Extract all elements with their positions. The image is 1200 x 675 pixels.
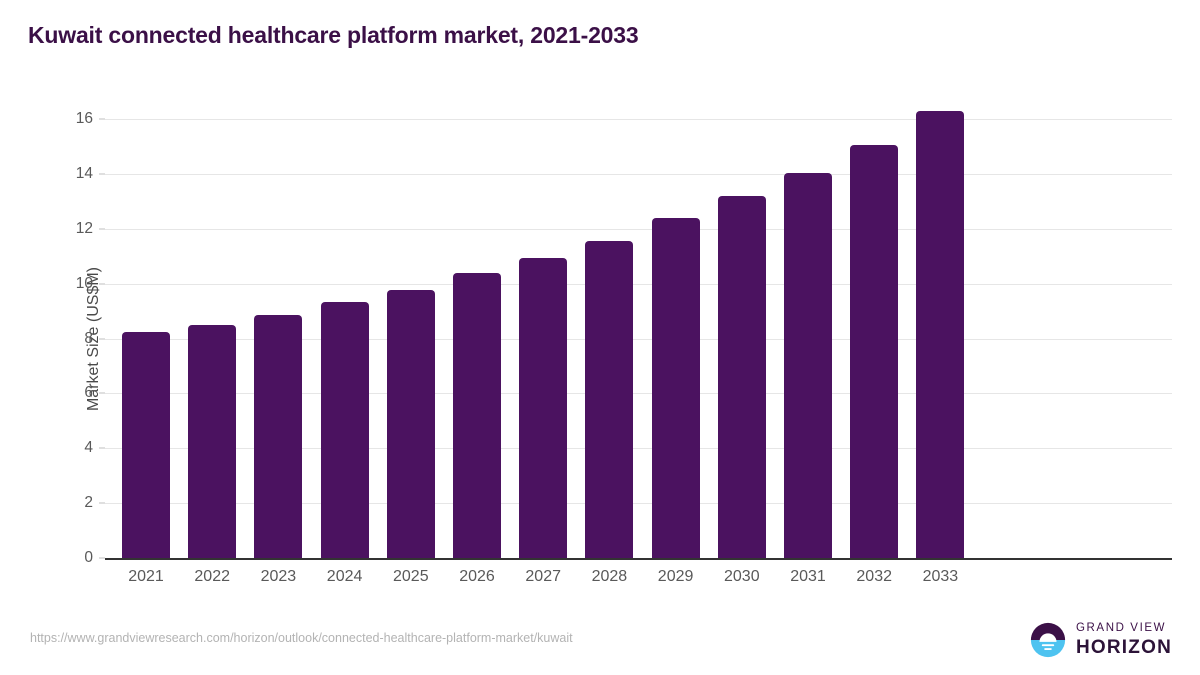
x-axis-tick-label: 2023 <box>260 568 297 585</box>
y-axis-tick-label: 14 <box>75 164 93 182</box>
y-axis-tick-label: 4 <box>84 439 93 457</box>
y-axis-tick-mark <box>99 338 105 339</box>
y-axis-tick-mark <box>99 392 105 394</box>
y-axis-tick-mark <box>99 557 105 559</box>
bar[interactable] <box>784 172 832 558</box>
y-axis-tick-label: 6 <box>84 384 93 402</box>
y-axis-tick-label: 0 <box>84 549 93 566</box>
bar[interactable] <box>916 110 965 558</box>
x-axis-tick-label: 2027 <box>525 568 561 585</box>
plot-area: 0 2 4 6 8 10 12 14 16 <box>76 100 1172 566</box>
y-axis-tick-mark <box>99 228 105 230</box>
bar[interactable] <box>188 324 237 558</box>
bar[interactable] <box>320 301 369 558</box>
logo-wordmark: GRAND VIEW HORIZON <box>1076 623 1172 657</box>
source-url[interactable]: https://www.grandviewresearch.com/horizo… <box>30 631 573 645</box>
y-axis-tick-mark <box>99 283 105 285</box>
bar[interactable] <box>122 332 170 558</box>
x-axis-tick-label: 2024 <box>326 568 363 585</box>
x-axis-tick-label: 2026 <box>459 568 495 585</box>
x-axis-tick-label: 2025 <box>393 568 429 585</box>
gridline <box>105 448 1172 450</box>
gridline <box>105 228 1172 230</box>
gridline <box>105 393 1172 395</box>
page-title: Kuwait connected healthcare platform mar… <box>28 22 639 48</box>
x-axis-tick-label: 2030 <box>724 568 760 585</box>
bar[interactable] <box>717 196 766 558</box>
bar[interactable] <box>850 144 899 558</box>
logo-line-2: HORIZON <box>1075 636 1172 658</box>
gridlines <box>105 100 1172 560</box>
logo-line-1: GRAND VIEW <box>1075 622 1167 635</box>
y-axis-tick-mark <box>99 118 105 120</box>
x-axis-tick-label: 2032 <box>856 568 892 585</box>
bar-series <box>105 100 1172 558</box>
grand-view-horizon-logo-icon <box>1030 622 1066 658</box>
y-axis-tick-mark <box>99 447 105 449</box>
bar[interactable] <box>386 289 435 558</box>
gridline <box>105 503 1172 505</box>
gridline <box>105 338 1172 340</box>
bar[interactable] <box>254 314 303 558</box>
x-axis-tick-label: 2021 <box>128 568 164 585</box>
x-axis-tick-label: 2033 <box>922 568 959 585</box>
x-axis-tick-label: 2022 <box>194 568 230 585</box>
y-axis-tick-label: 16 <box>75 110 93 127</box>
y-axis-tick-label: 2 <box>84 494 93 512</box>
x-axis-tick-label: 2029 <box>657 568 694 585</box>
y-axis-ticks: 0 2 4 6 8 10 12 14 16 <box>76 100 1172 566</box>
y-axis-tick-mark <box>99 502 105 504</box>
bar[interactable] <box>519 257 568 558</box>
bar[interactable] <box>651 217 700 558</box>
brand-logo[interactable]: GRAND VIEW HORIZON <box>1029 619 1172 661</box>
y-axis-tick-label: 12 <box>75 219 93 237</box>
x-axis-tick-label: 2031 <box>790 568 826 585</box>
gridline <box>105 283 1172 285</box>
x-axis-line <box>105 558 1172 560</box>
x-axis-tick-label: 2028 <box>591 568 628 585</box>
x-axis-labels: 2021 2022 2023 2024 2025 2026 2027 2028 2029 2030… <box>105 568 1172 594</box>
y-axis-title-container: Market Size (US$M) <box>0 119 102 558</box>
bar[interactable] <box>585 240 634 558</box>
gridline <box>105 119 1172 120</box>
y-axis-tick-mark <box>99 173 105 175</box>
gridline <box>105 173 1172 175</box>
bar[interactable] <box>453 273 501 558</box>
y-axis-tick-label: 8 <box>84 329 93 347</box>
y-axis-tick-label: 10 <box>75 274 93 292</box>
